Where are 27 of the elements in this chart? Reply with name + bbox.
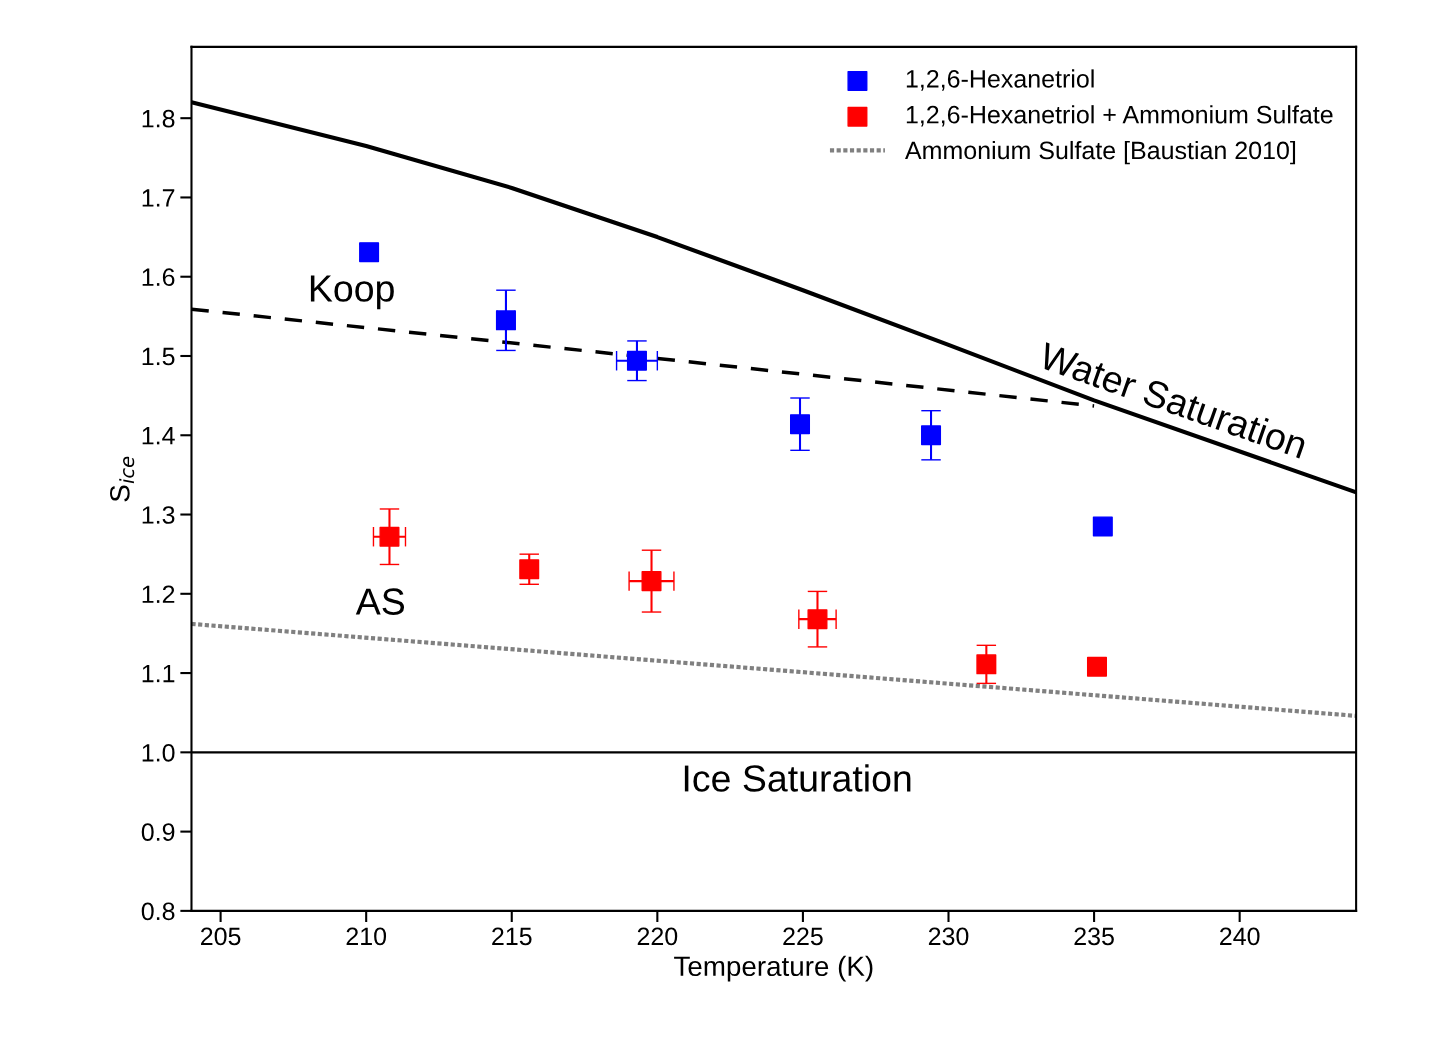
y-tick-label: 1.1 <box>142 664 175 683</box>
y-tick-label: 1.6 <box>142 268 175 287</box>
y-tick-label: 1.7 <box>142 189 175 207</box>
y-tick-label: 0.8 <box>141 902 175 921</box>
y-tick-label: 1.3 <box>142 506 175 524</box>
ref-line-label: Ice Saturation <box>684 764 911 792</box>
annotation: Koop <box>310 275 394 310</box>
x-tick-label: 210 <box>346 927 387 946</box>
x-tick-label: 225 <box>783 927 823 946</box>
y-tick-label: 1.8 <box>142 109 175 128</box>
y-tick-label: 0.9 <box>141 823 175 841</box>
y-tick-label: 1.5 <box>142 347 175 366</box>
x-tick-label: 230 <box>928 927 969 946</box>
annotation: AS <box>355 588 405 615</box>
y-tick-label: 1.4 <box>142 427 175 445</box>
y-axis-title: S$_{ice}$ <box>110 456 135 502</box>
y-tick-label: 1.0 <box>142 743 175 762</box>
x-tick-label: 205 <box>201 927 241 946</box>
legend-label: Ammonium Sulfate [Baustian 2010] <box>905 140 1296 165</box>
legend-label: 1,2,6-Hexanetriol + Ammonium Sulfate <box>906 105 1333 127</box>
x-tick-label: 215 <box>492 927 532 946</box>
legend-label: 1,2,6-Hexanetriol <box>906 69 1094 91</box>
x-axis-title: Temperature (K) <box>674 955 873 982</box>
x-tick-label: 220 <box>637 927 678 946</box>
x-tick-label: 235 <box>1074 927 1114 946</box>
y-tick-label: 1.2 <box>142 585 175 603</box>
x-tick-label: 240 <box>1220 927 1260 946</box>
